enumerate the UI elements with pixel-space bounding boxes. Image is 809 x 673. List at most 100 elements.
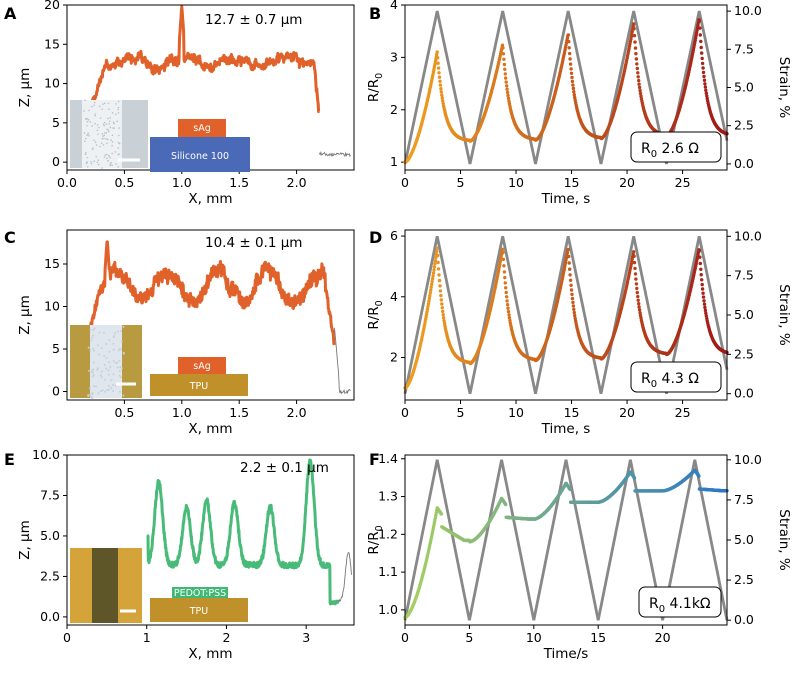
x-axis-label: Time, s xyxy=(541,421,591,437)
resistance-point xyxy=(572,310,576,315)
r0-box: R0 4.3 Ω xyxy=(630,361,722,393)
micrograph-speck xyxy=(112,336,115,339)
micrograph-speck xyxy=(100,370,103,373)
resistance-point xyxy=(505,299,509,303)
resistance-point xyxy=(704,311,708,315)
resistance-point xyxy=(639,94,643,98)
resistance-point xyxy=(501,52,506,56)
micrograph-speck xyxy=(83,110,85,112)
x-tick-label: 1.5 xyxy=(229,405,249,420)
resistance-point xyxy=(504,76,508,80)
plot-frame xyxy=(404,454,728,626)
resistance-point xyxy=(632,34,637,38)
y2-tick-label: 5.0 xyxy=(734,307,754,322)
micrograph-speck xyxy=(93,139,95,142)
micrograph-speck xyxy=(86,166,89,168)
micrograph-speck xyxy=(109,164,112,167)
micrograph-speck xyxy=(108,108,110,111)
micrograph-speck xyxy=(94,141,97,143)
micrograph-speck xyxy=(91,336,94,339)
resistance-point xyxy=(499,257,503,262)
micrograph-speck xyxy=(83,132,86,134)
resistance-point xyxy=(503,281,507,285)
resistance-point xyxy=(425,309,429,314)
resistance-point xyxy=(700,287,705,291)
micrograph-speck xyxy=(103,156,106,158)
resistance-point xyxy=(701,295,706,299)
resistance-point xyxy=(635,62,639,66)
micrograph-speck xyxy=(91,393,94,396)
resistance-point xyxy=(501,257,506,262)
strain-line xyxy=(403,459,729,621)
resistance-point xyxy=(426,302,431,306)
y2-tick-label: 10.0 xyxy=(734,452,762,467)
micrograph-speck xyxy=(105,123,108,125)
resistance-point xyxy=(440,306,444,310)
micrograph-speck xyxy=(111,152,114,155)
resistance-point xyxy=(637,82,641,86)
y2-tick-label: 2.5 xyxy=(734,346,754,361)
resistance-point xyxy=(636,75,640,79)
micrograph-speck xyxy=(106,157,108,160)
resistance-point xyxy=(696,23,700,27)
micrograph-speck xyxy=(91,375,94,378)
layer-schematic: sAg TPU xyxy=(150,357,248,396)
resistance-point xyxy=(568,57,572,61)
micrograph-speck xyxy=(102,123,105,125)
micrograph-speck xyxy=(109,365,112,368)
resistance-point xyxy=(635,286,639,291)
resistance-point xyxy=(633,46,638,50)
resistance-point xyxy=(439,87,443,91)
micrograph-speck xyxy=(86,117,89,120)
micrograph-speck xyxy=(117,147,119,149)
plot-frame xyxy=(404,229,728,401)
micrograph-speck xyxy=(106,142,108,145)
micrograph-speck xyxy=(117,153,120,156)
resistance-point xyxy=(500,43,505,47)
micrograph-speck xyxy=(110,161,113,164)
x-tick-label: 0.0 xyxy=(57,175,77,190)
x-tick-label: 0.5 xyxy=(114,405,134,420)
micrograph-speck xyxy=(103,354,106,357)
micrograph-speck xyxy=(103,137,105,140)
resistance-point xyxy=(504,80,508,84)
micrograph-speck xyxy=(120,367,123,370)
x-tick-label: 1.0 xyxy=(172,175,192,190)
resistance-point xyxy=(508,318,512,323)
inset-micrograph xyxy=(70,548,142,623)
resistance-point xyxy=(568,51,572,56)
resistance-point xyxy=(573,316,577,321)
r0-box: R0 4.1kΩ xyxy=(638,586,722,618)
resistance-point xyxy=(633,266,637,271)
micrograph-speck xyxy=(118,359,121,362)
resistance-point xyxy=(439,293,443,298)
y-tick-label: 1.0 xyxy=(378,602,398,617)
x-tick-label: 25 xyxy=(675,405,691,420)
resistance-point xyxy=(505,90,510,95)
panel-f: F 0 5 10 15 20 1.0 1.1 1.2 1.3 1.4 Time/s R/R0 0.0 2.5… xyxy=(366,450,792,662)
x-tick-label: 5 xyxy=(457,405,465,420)
resistance-point xyxy=(568,267,572,271)
resistance-point xyxy=(437,75,442,79)
x-tick-label: 1.0 xyxy=(172,405,192,420)
micrograph-speck xyxy=(120,348,123,351)
resistance-point xyxy=(632,476,637,480)
resistance-point xyxy=(637,78,641,83)
resistance-point xyxy=(700,61,705,66)
micrograph-speck xyxy=(110,379,113,382)
micrograph-speck xyxy=(106,138,109,141)
y-tick-label: 20 xyxy=(44,0,60,12)
resistance-point xyxy=(697,248,702,253)
resistance-point xyxy=(570,79,575,84)
resistance-point xyxy=(436,66,441,70)
resistance-point xyxy=(634,277,638,281)
micrograph-speck xyxy=(102,331,105,334)
micrograph-speck xyxy=(109,156,111,159)
resistance-point xyxy=(433,259,438,263)
micrograph-speck xyxy=(92,368,95,371)
r0-box: R0 2.6 Ω xyxy=(630,131,722,163)
micrograph-speck xyxy=(100,347,103,350)
micrograph-speck xyxy=(85,137,87,140)
resistance-point xyxy=(502,270,507,274)
micrograph-speck xyxy=(115,103,117,105)
